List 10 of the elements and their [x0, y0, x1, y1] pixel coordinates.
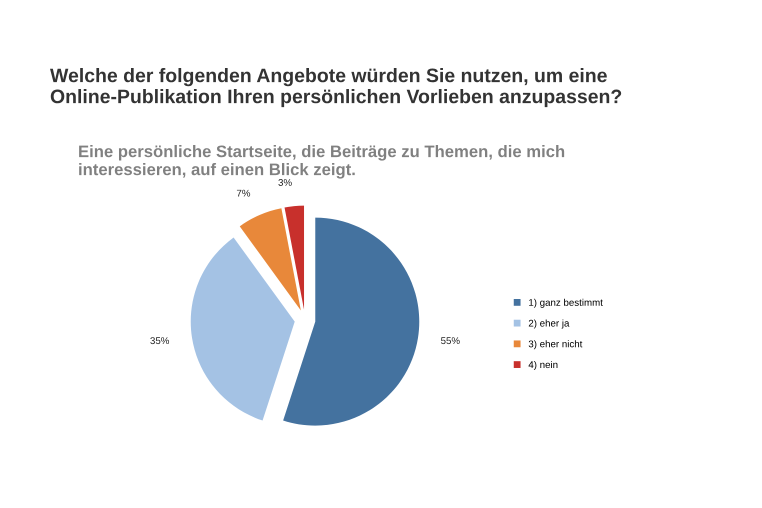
data-label: 55% — [440, 337, 460, 344]
chart-subtitle: Eine persönliche Startseite, die Beiträge zu Themen, die mich interessieren, auf einen Blick zeigt. — [79, 145, 564, 179]
chart-title: Welche der folgenden Angebote würden Sie nutzen, um eine Online-Publikation Ihren persönlichen Vorlieben anzupassen? — [50, 68, 622, 108]
data-label: 3% — [278, 179, 292, 186]
legend-label: 3) eher nicht — [528, 340, 582, 350]
legend-label: 1) ganz bestimmt — [529, 298, 603, 308]
data-label: 35% — [150, 337, 170, 344]
legend-label: 4) nein — [528, 360, 558, 370]
data-label: 7% — [236, 190, 250, 197]
legend-label: 2) eher ja — [528, 319, 570, 329]
